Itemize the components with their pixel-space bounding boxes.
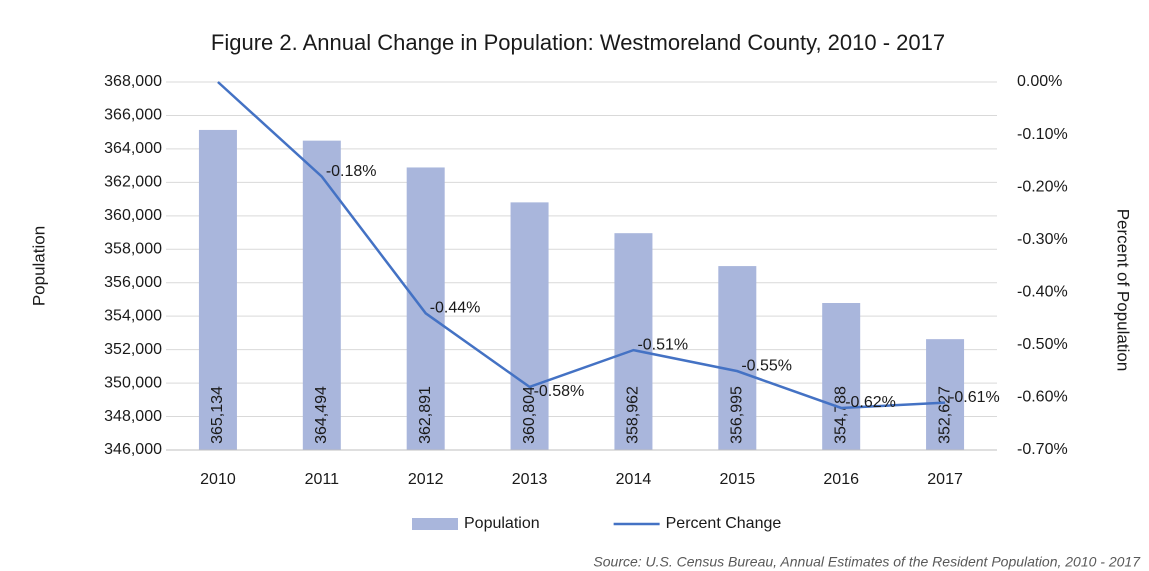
bar-value-label: 358,962 bbox=[625, 386, 642, 444]
bar bbox=[718, 266, 757, 450]
y-tick-label: 368,000 bbox=[104, 73, 162, 90]
line-value-label: -0.44% bbox=[430, 300, 481, 317]
line-value-label: -0.18% bbox=[326, 163, 377, 180]
x-tick-label: 2013 bbox=[512, 471, 548, 488]
y-tick-label: 354,000 bbox=[104, 307, 162, 324]
y2-tick-label: -0.50% bbox=[1017, 336, 1068, 353]
legend-swatch bbox=[412, 518, 458, 530]
y2-axis-title: Percent of Population bbox=[1114, 209, 1133, 372]
bar-value-label: 352,627 bbox=[936, 386, 953, 444]
y-tick-label: 348,000 bbox=[104, 408, 162, 425]
bar bbox=[198, 129, 237, 450]
bar bbox=[406, 167, 445, 450]
line-value-label: -0.61% bbox=[949, 389, 1000, 406]
y2-tick-label: -0.20% bbox=[1017, 178, 1068, 195]
bar-value-label: 360,804 bbox=[521, 386, 538, 444]
line-value-label: -0.55% bbox=[741, 357, 792, 374]
y2-tick-label: -0.30% bbox=[1017, 231, 1068, 248]
bar-value-label: 365,134 bbox=[209, 386, 226, 444]
y-tick-label: 350,000 bbox=[104, 374, 162, 391]
y2-tick-label: 0.00% bbox=[1017, 73, 1062, 90]
bar-value-label: 362,891 bbox=[417, 386, 434, 444]
line bbox=[217, 81, 946, 410]
y2-tick-label: -0.10% bbox=[1017, 126, 1068, 143]
x-tick-label: 2012 bbox=[408, 471, 444, 488]
bar bbox=[822, 303, 861, 450]
bar-value-label: 354,788 bbox=[832, 386, 849, 444]
y-tick-label: 360,000 bbox=[104, 207, 162, 224]
x-tick-label: 2015 bbox=[720, 471, 756, 488]
y-tick-label: 358,000 bbox=[104, 240, 162, 257]
x-tick-label: 2017 bbox=[927, 471, 963, 488]
x-tick-label: 2010 bbox=[200, 471, 236, 488]
bar bbox=[614, 233, 653, 450]
source-note: Source: U.S. Census Bureau, Annual Estim… bbox=[593, 554, 1141, 570]
legend-label: Population bbox=[464, 515, 540, 532]
chart-title: Figure 2. Annual Change in Population: W… bbox=[211, 30, 945, 55]
y2-tick-label: -0.70% bbox=[1017, 441, 1068, 458]
legend-label: Percent Change bbox=[666, 515, 782, 532]
line-value-label: -0.58% bbox=[534, 383, 585, 400]
x-tick-label: 2014 bbox=[616, 471, 652, 488]
bar bbox=[926, 339, 965, 450]
x-tick-label: 2016 bbox=[823, 471, 859, 488]
bar-value-label: 364,494 bbox=[313, 386, 330, 444]
y-tick-label: 362,000 bbox=[104, 174, 162, 191]
y2-tick-label: -0.40% bbox=[1017, 284, 1068, 301]
y-tick-label: 356,000 bbox=[104, 274, 162, 291]
bar bbox=[510, 202, 549, 450]
line-value-label: -0.62% bbox=[845, 394, 896, 411]
y-tick-label: 346,000 bbox=[104, 441, 162, 458]
y-tick-label: 364,000 bbox=[104, 140, 162, 157]
y-tick-label: 352,000 bbox=[104, 341, 162, 358]
x-tick-label: 2011 bbox=[305, 471, 340, 488]
y-axis-title: Population bbox=[29, 226, 48, 306]
y2-tick-label: -0.60% bbox=[1017, 389, 1068, 406]
line-value-label: -0.51% bbox=[637, 336, 688, 353]
bar-value-label: 356,995 bbox=[729, 386, 746, 444]
y-tick-label: 366,000 bbox=[104, 107, 162, 124]
